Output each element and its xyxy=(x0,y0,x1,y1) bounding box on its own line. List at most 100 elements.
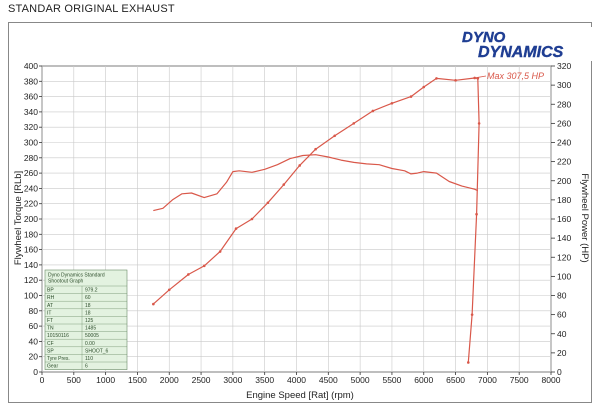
power-point xyxy=(187,273,190,276)
torque-curve xyxy=(153,154,479,212)
legend-row-value: 60 xyxy=(85,295,91,301)
power-point xyxy=(333,134,336,138)
legend-box xyxy=(44,269,128,370)
legend-row-key: CF xyxy=(47,341,54,347)
y-left-tick-label: 180 xyxy=(24,229,38,239)
power-point xyxy=(250,217,254,221)
legend-row-value: 50005 xyxy=(85,333,99,339)
dyno-dynamics-logo: DYNO DYNAMICS xyxy=(460,27,592,61)
y-right-tick-label: 100 xyxy=(557,271,571,281)
power-point xyxy=(167,288,171,292)
x-tick-label: 5500 xyxy=(382,375,401,385)
power-point xyxy=(314,147,317,151)
y-right-tick-label: 80 xyxy=(557,291,567,301)
y-left-tick-label: 340 xyxy=(24,107,38,117)
y-right-tick-label: 260 xyxy=(557,118,571,128)
y-right-tick-label: 0 xyxy=(557,367,562,377)
y-left-tick-label: 20 xyxy=(29,352,39,362)
legend-title-line: Shootout Graph xyxy=(48,279,84,285)
x-tick-label: 1000 xyxy=(96,375,115,385)
y-right-tick-label: 300 xyxy=(557,80,571,90)
power-point xyxy=(266,201,270,205)
power-point xyxy=(298,164,301,167)
power-point xyxy=(352,122,356,125)
x-tick-label: 6000 xyxy=(414,375,433,385)
power-point xyxy=(152,302,155,306)
y-left-tick-label: 120 xyxy=(24,275,38,285)
power-point xyxy=(282,183,286,186)
y-right-tick-label: 40 xyxy=(557,329,567,339)
y-right-tick-label: 120 xyxy=(557,252,571,262)
y-right-tick-label: 160 xyxy=(557,214,571,224)
legend-row-key: FT xyxy=(47,318,53,324)
logo-line1: DYNO xyxy=(462,29,506,46)
y-left-tick-label: 160 xyxy=(24,245,38,255)
axes xyxy=(39,65,555,375)
x-tick-label: 7500 xyxy=(510,375,529,385)
x-tick-label: 7000 xyxy=(478,375,497,385)
y-left-tick-label: 380 xyxy=(24,76,38,86)
y-right-tick-label: 180 xyxy=(557,195,571,205)
power-point xyxy=(470,313,474,316)
y-left-tick-label: 360 xyxy=(24,92,38,102)
x-tick-label: 8000 xyxy=(542,375,561,385)
power-point xyxy=(466,361,470,364)
legend-row-value: 979.2 xyxy=(85,288,98,294)
power-point xyxy=(475,212,478,216)
x-tick-label: 4500 xyxy=(319,375,338,385)
y-right-tick-label: 220 xyxy=(557,157,571,167)
legend-row-value: 110 xyxy=(85,356,93,362)
y-left-tick-label: 300 xyxy=(24,138,38,148)
legend-row-key: 10150116 xyxy=(47,333,69,339)
legend-row-value: 18 xyxy=(85,310,91,316)
y-left-tick-label: 140 xyxy=(24,260,38,270)
y-left-tick-label: 200 xyxy=(24,214,38,224)
legend-title-line: Dyno Dynamics Standard xyxy=(48,273,105,279)
legend-row-value: 6 xyxy=(85,364,88,370)
y-axis-right-label: Flywheel Power (HP) xyxy=(579,173,590,262)
legend-row-key: BP xyxy=(47,288,54,294)
y-right-tick-label: 140 xyxy=(557,233,571,243)
power-point xyxy=(477,122,481,125)
x-axis-label: Engine Speed [Rat] (rpm) xyxy=(246,390,354,401)
legend-row-value: 18 xyxy=(85,303,91,309)
power-point xyxy=(390,101,394,105)
legend-row-key: TN xyxy=(47,326,54,332)
y-right-tick-label: 320 xyxy=(557,61,571,71)
y-left-tick-label: 60 xyxy=(29,321,39,331)
x-tick-label: 0 xyxy=(40,375,45,385)
max-power-annotation: Max 307,5 HP xyxy=(487,71,544,81)
power-point xyxy=(234,227,238,230)
y-left-tick-label: 0 xyxy=(33,367,38,377)
y-left-tick-label: 260 xyxy=(24,168,38,178)
power-point xyxy=(202,264,206,268)
x-tick-label: 2000 xyxy=(160,375,179,385)
logo-line2: DYNAMICS xyxy=(478,44,564,61)
x-tick-label: 500 xyxy=(67,375,81,385)
power-point xyxy=(409,95,413,98)
power-point xyxy=(218,250,222,253)
x-tick-label: 5000 xyxy=(351,375,370,385)
y-right-tick-label: 20 xyxy=(557,348,567,358)
x-tick-label: 3500 xyxy=(255,375,274,385)
legend-row-key: IT xyxy=(47,310,51,316)
power-point xyxy=(454,79,457,82)
y-left-tick-label: 240 xyxy=(24,183,38,193)
legend-row-key: Gear xyxy=(47,364,58,370)
x-tick-label: 1500 xyxy=(128,375,147,385)
page-title: STANDAR ORIGINAL EXHAUST xyxy=(8,3,175,15)
y-right-tick-label: 60 xyxy=(557,310,567,320)
x-tick-label: 4000 xyxy=(287,375,306,385)
y-left-tick-label: 100 xyxy=(24,291,38,301)
y-right-tick-label: 240 xyxy=(557,138,571,148)
y-axis-left-label: Flywheel Torque [RLb] xyxy=(13,171,24,265)
y-left-tick-label: 40 xyxy=(29,336,39,346)
y-left-tick-label: 280 xyxy=(24,153,38,163)
y-right-tick-label: 280 xyxy=(557,99,571,109)
legend-row-value: 1485 xyxy=(85,326,96,332)
y-right-tick-label: 200 xyxy=(557,176,571,186)
legend-row-key: Tyre Pres. xyxy=(47,356,70,362)
legend-row-key: SP xyxy=(47,348,54,354)
legend-row-value: 0.00 xyxy=(85,341,95,347)
